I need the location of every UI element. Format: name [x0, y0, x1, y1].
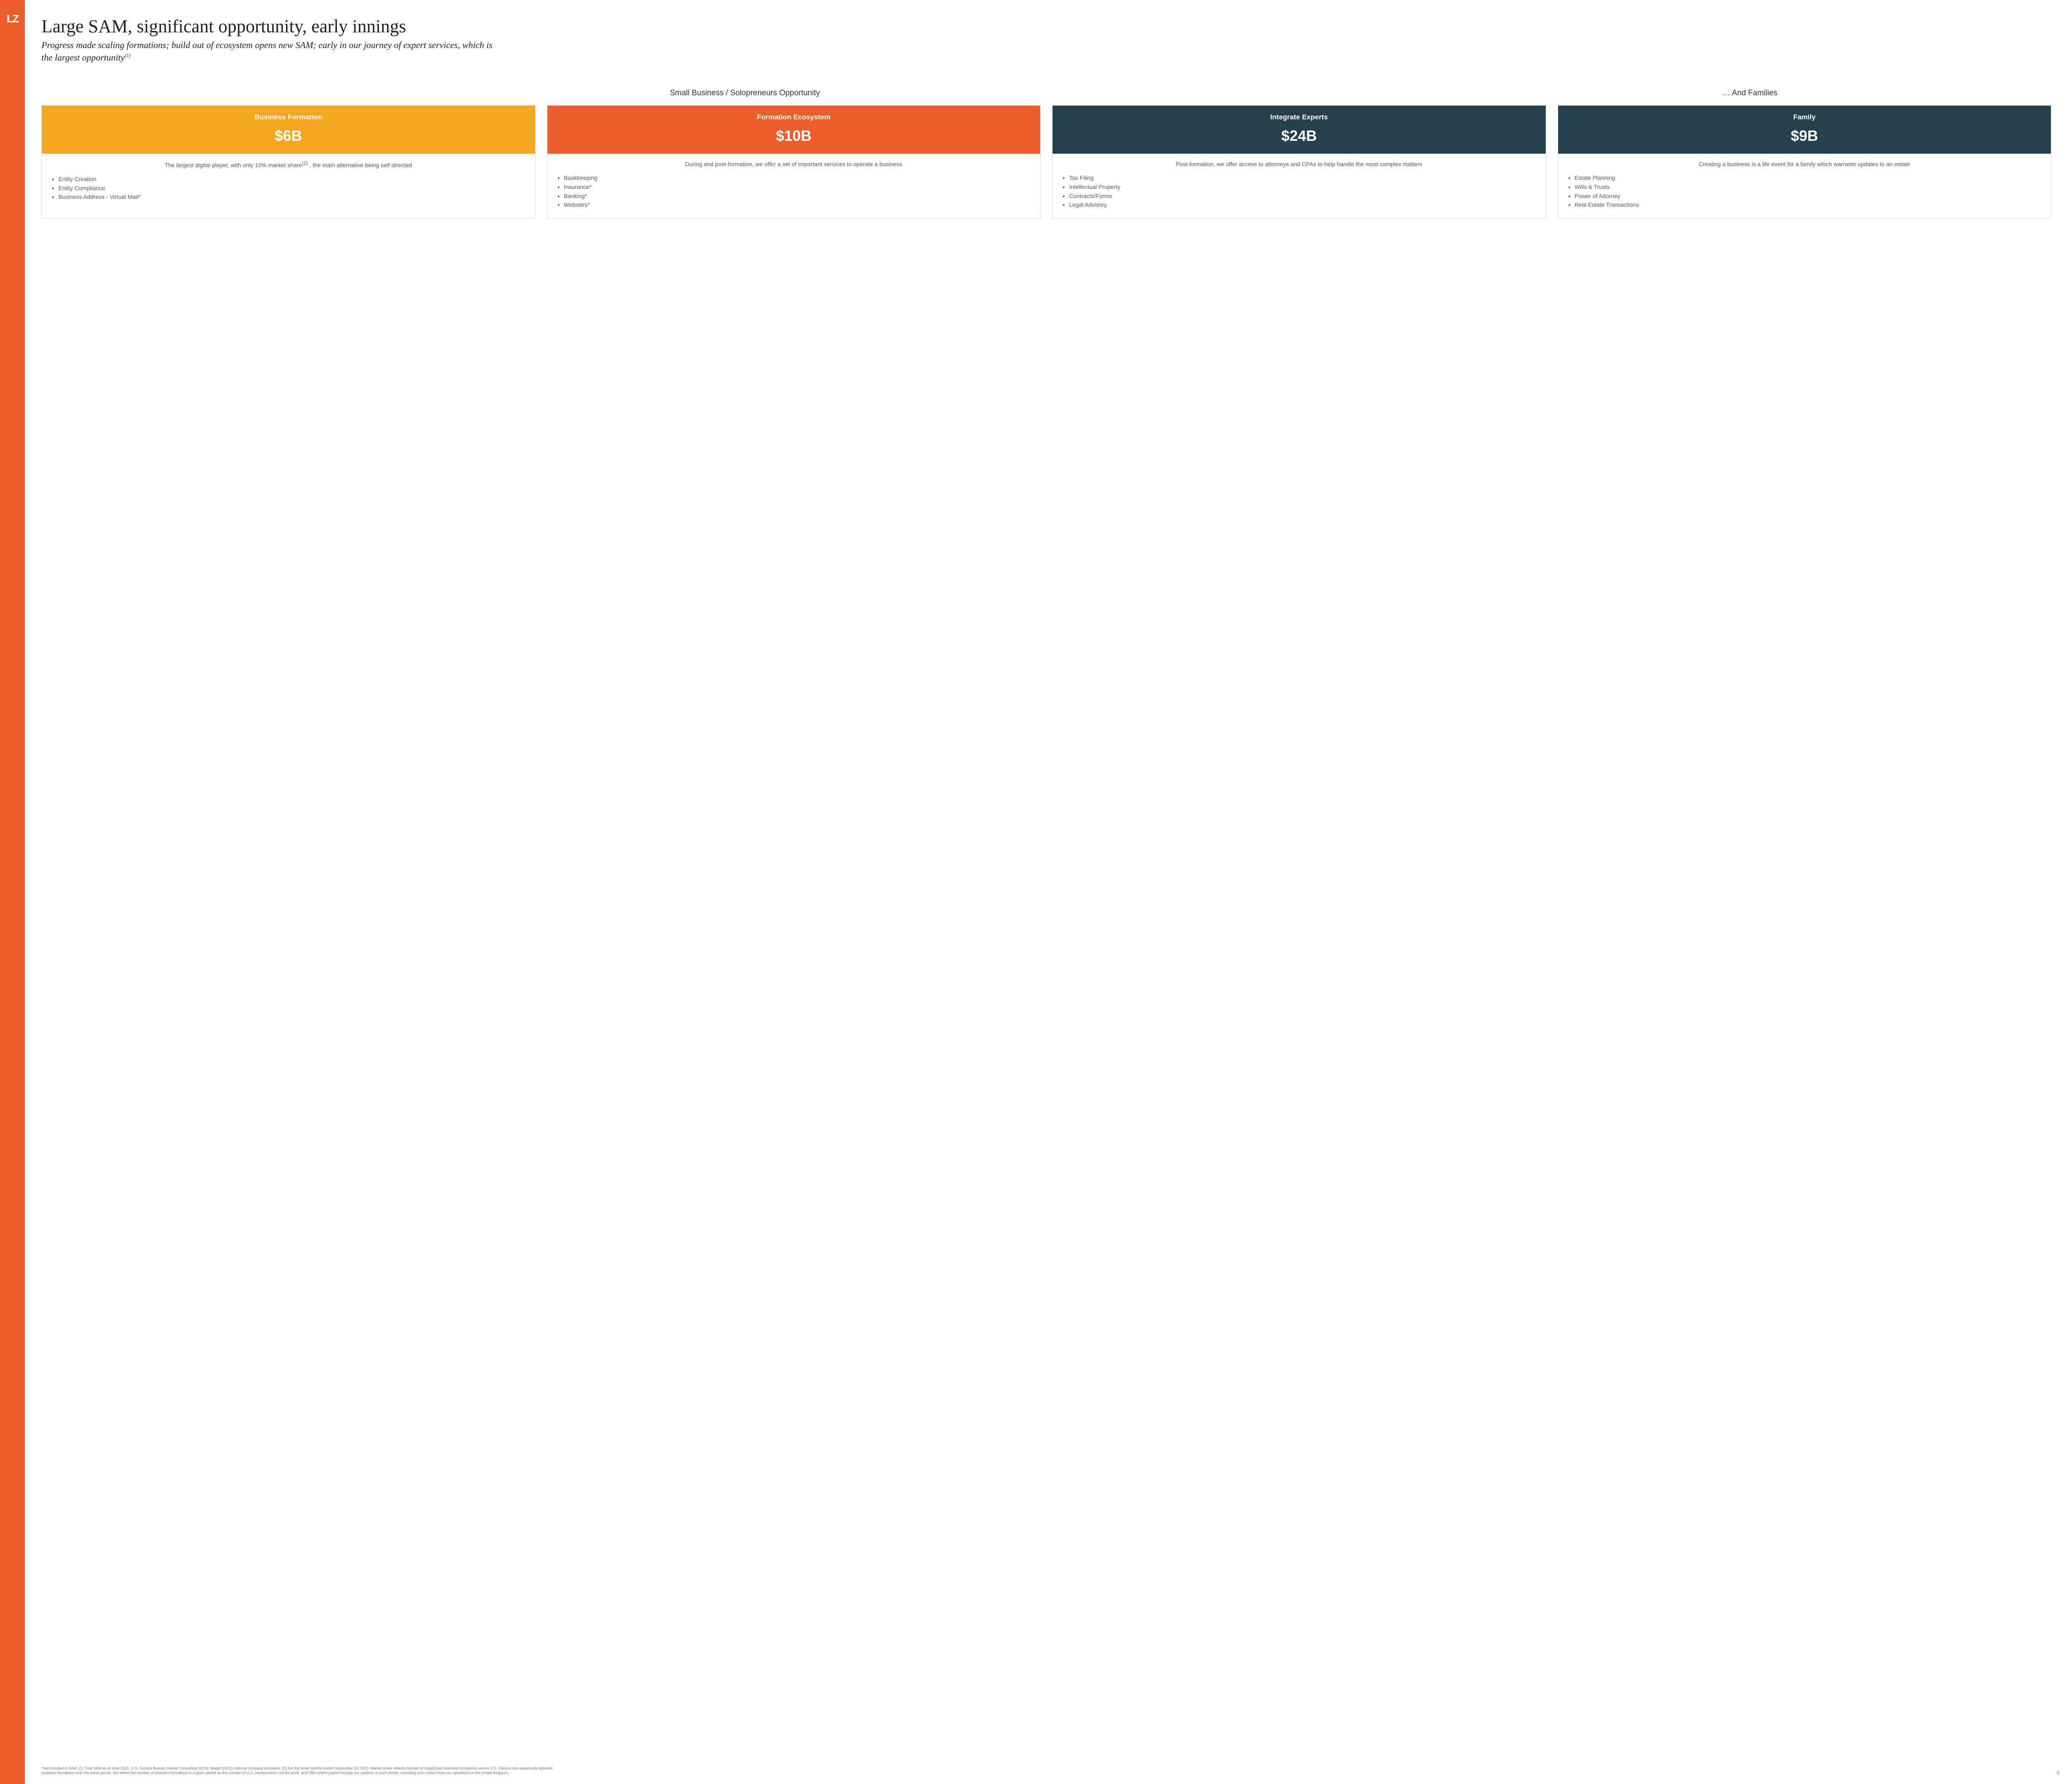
logo: LZ — [7, 12, 18, 25]
card-bullet: Banking* — [564, 192, 1033, 201]
card-title: Formation Ecosystem — [552, 113, 1036, 121]
card-bullets: BookkeepingInsurance*Banking*Websites* — [555, 174, 1033, 209]
card-header: Formation Ecosystem $10B — [547, 106, 1041, 154]
card-value: $9B — [1562, 127, 2047, 145]
card-body: During and post-formation, we offer a se… — [547, 154, 1041, 218]
card-bullet: Wills & Trusts — [1575, 183, 2044, 191]
page-subtitle: Progress made scaling formations; build … — [41, 39, 497, 63]
card-bullets: Entity CreationEntity ComplianceBusiness… — [49, 175, 528, 201]
page-title: Large SAM, significant opportunity, earl… — [41, 17, 2051, 36]
card-bullets: Estate PlanningWills & TrustsPower of At… — [1566, 174, 2044, 209]
slide-content: Large SAM, significant opportunity, earl… — [25, 0, 2072, 1784]
card-value: $24B — [1057, 127, 1542, 145]
card-title: Integrate Experts — [1057, 113, 1542, 121]
card-description: During and post-formation, we offer a se… — [555, 160, 1033, 169]
card-title: Family — [1562, 113, 2047, 121]
card-body: Post-formation, we offer access to attor… — [1053, 154, 1546, 218]
card-header: Business Formation $6B — [42, 106, 535, 154]
card-header: Family $9B — [1558, 106, 2051, 154]
page-number: 8 — [2057, 1770, 2060, 1776]
card-bullet: Estate Planning — [1575, 174, 2044, 182]
card-bullet: Tax Filing — [1069, 174, 1538, 182]
card-body: Creating a business is a life event for … — [1558, 154, 2051, 218]
brand-sidebar: LZ — [0, 0, 25, 1784]
header-families: … And Families — [1448, 89, 2051, 98]
card-bullet: Intellectual Property — [1069, 183, 1538, 191]
card-bullets: Tax FilingIntellectual PropertyContracts… — [1060, 174, 1538, 209]
card-bullet: Legal Advisory — [1069, 201, 1538, 209]
section-headers: Small Business / Solopreneurs Opportunit… — [41, 89, 2051, 98]
sam-card: Family $9B Creating a business is a life e… — [1558, 105, 2052, 219]
card-description: Post-formation, we offer access to attor… — [1060, 160, 1538, 169]
sam-card: Formation Ecosystem $10B During and post-f… — [547, 105, 1041, 219]
header-small-business: Small Business / Solopreneurs Opportunit… — [41, 89, 1448, 98]
sam-card: Integrate Experts $24B Post-formation, we … — [1052, 105, 1546, 219]
card-value: $10B — [552, 127, 1036, 145]
card-bullet: Entity Creation — [58, 175, 528, 184]
footnote: *Not included in SAM. (1) Total SAM as o… — [41, 1750, 559, 1776]
card-bullet: Real Estate Transactions — [1575, 201, 2044, 209]
sam-card: Business Formation $6B The largest digital… — [41, 105, 535, 219]
card-body: The largest digital player, with only 10… — [42, 154, 535, 210]
card-bullet: Business Address - Virtual Mail* — [58, 193, 528, 201]
card-bullet: Contracts/Forms — [1069, 192, 1538, 201]
card-value: $6B — [46, 127, 531, 145]
card-description: The largest digital player, with only 10… — [49, 160, 528, 169]
card-title: Business Formation — [46, 113, 531, 121]
card-bullet: Entity Compliance — [58, 184, 528, 193]
card-header: Integrate Experts $24B — [1053, 106, 1546, 154]
card-description: Creating a business is a life event for … — [1566, 160, 2044, 169]
card-bullet: Bookkeeping — [564, 174, 1033, 182]
cards-row: Business Formation $6B The largest digital… — [41, 105, 2051, 219]
card-bullet: Websites* — [564, 201, 1033, 209]
card-bullet: Power of Attorney — [1575, 192, 2044, 201]
card-bullet: Insurance* — [564, 183, 1033, 191]
